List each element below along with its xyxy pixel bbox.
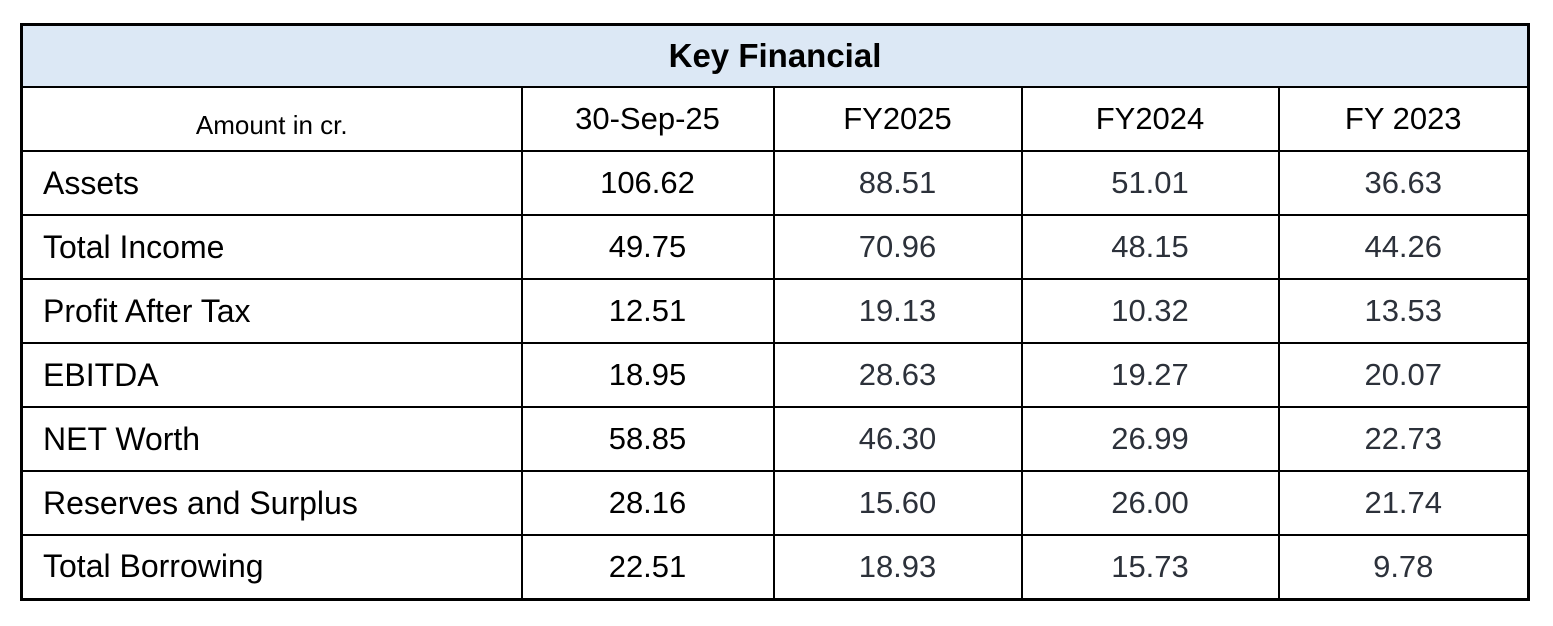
value-cell: 48.15 [1020,214,1280,280]
value-cell: 9.78 [1277,534,1530,600]
table-row-net-worth: NET Worth 58.85 46.30 26.99 22.73 [20,406,1530,472]
table-title: Key Financial [20,23,1530,88]
value-cell: 15.73 [1020,534,1280,600]
row-label: EBITDA [20,342,523,408]
value-cell: 20.07 [1277,342,1530,408]
row-label: Assets [20,150,523,216]
value-cell: 22.73 [1277,406,1530,472]
value-cell: 12.51 [520,278,775,344]
value-cell: 46.30 [772,406,1023,472]
value-cell: 13.53 [1277,278,1530,344]
value-cell: 18.95 [520,342,775,408]
value-cell: 15.60 [772,470,1023,536]
table-row-profit-after-tax: Profit After Tax 12.51 19.13 10.32 13.53 [20,278,1530,344]
value-cell: 19.27 [1020,342,1280,408]
column-header-fy2023: FY 2023 [1277,86,1530,152]
value-cell: 51.01 [1020,150,1280,216]
value-cell: 18.93 [772,534,1023,600]
key-financial-table: Key Financial Amount in cr. 30-Sep-25 FY… [20,23,1530,601]
column-header-fy2025: FY2025 [772,86,1023,152]
value-cell: 10.32 [1020,278,1280,344]
value-cell: 26.00 [1020,470,1280,536]
value-cell: 28.63 [772,342,1023,408]
value-cell: 28.16 [520,470,775,536]
row-label: Total Borrowing [20,534,523,600]
value-cell: 49.75 [520,214,775,280]
value-cell: 22.51 [520,534,775,600]
table-row-total-income: Total Income 49.75 70.96 48.15 44.26 [20,214,1530,280]
value-cell: 21.74 [1277,470,1530,536]
column-header-fy2024: FY2024 [1020,86,1280,152]
table-header-row: Amount in cr. 30-Sep-25 FY2025 FY2024 FY… [20,86,1530,152]
table-title-row: Key Financial [20,23,1530,88]
value-cell: 58.85 [520,406,775,472]
value-cell: 88.51 [772,150,1023,216]
table-row-ebitda: EBITDA 18.95 28.63 19.27 20.07 [20,342,1530,408]
row-label: Total Income [20,214,523,280]
row-label: Reserves and Surplus [20,470,523,536]
table-row-reserves-and-surplus: Reserves and Surplus 28.16 15.60 26.00 2… [20,470,1530,536]
column-header-30-sep-25: 30-Sep-25 [520,86,775,152]
value-cell: 106.62 [520,150,775,216]
unit-note: Amount in cr. [20,86,523,152]
value-cell: 70.96 [772,214,1023,280]
table-row-assets: Assets 106.62 88.51 51.01 36.63 [20,150,1530,216]
value-cell: 36.63 [1277,150,1530,216]
row-label: Profit After Tax [20,278,523,344]
value-cell: 19.13 [772,278,1023,344]
table-row-total-borrowing: Total Borrowing 22.51 18.93 15.73 9.78 [20,534,1530,600]
value-cell: 26.99 [1020,406,1280,472]
row-label: NET Worth [20,406,523,472]
value-cell: 44.26 [1277,214,1530,280]
